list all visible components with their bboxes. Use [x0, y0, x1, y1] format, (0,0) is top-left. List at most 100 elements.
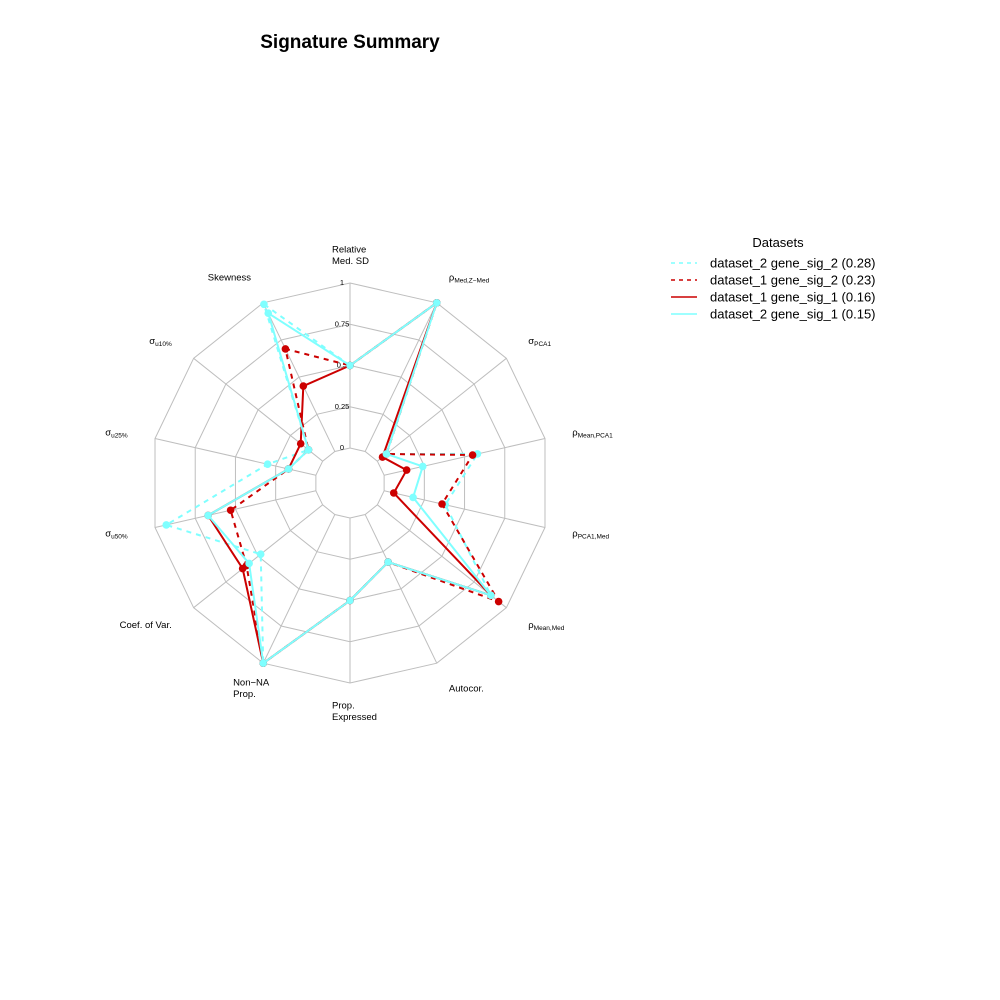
legend-title: Datasets — [752, 235, 804, 250]
series-point — [299, 382, 308, 390]
legend: Datasets dataset_2 gene_sig_2 (0.28)data… — [671, 235, 876, 322]
series-point — [162, 521, 171, 529]
axis-spoke — [154, 490, 316, 528]
axis-label: σu25% — [105, 427, 128, 439]
series-point — [263, 460, 272, 468]
radial-tick-label: 1 — [340, 278, 344, 287]
axis-label-subscript: u50% — [111, 534, 128, 541]
series-point — [304, 446, 313, 454]
axis-spoke — [377, 357, 507, 462]
axis-label-subscript: Med,Z−Med — [454, 278, 489, 285]
svg-text:ρMed,Z−Med: ρMed,Z−Med — [449, 273, 490, 285]
svg-text:σu10%: σu10% — [149, 336, 172, 348]
axis-label-symbol: ρ — [528, 620, 534, 631]
chart-title: Signature Summary — [260, 32, 440, 53]
series-point — [418, 462, 427, 471]
svg-text:σu50%: σu50% — [105, 529, 128, 541]
axis-label-symbol: σ — [105, 427, 111, 438]
series-point — [238, 564, 247, 573]
axis-label-symbol: σ — [149, 336, 155, 347]
series-point — [260, 300, 268, 309]
axis-label: Prop.Expressed — [332, 700, 377, 723]
series-0 — [162, 299, 495, 667]
axis-spoke — [262, 302, 336, 452]
axis-label-line: Autocor. — [449, 683, 484, 694]
legend-items: dataset_2 gene_sig_2 (0.28) dataset_1 gen… — [671, 256, 876, 322]
axis-spoke — [384, 438, 546, 476]
series-point — [409, 493, 417, 502]
axis-label: σu10% — [149, 336, 172, 348]
axis-label-line: Relative — [332, 244, 366, 255]
axis-spoke — [262, 514, 336, 664]
series-line — [207, 301, 492, 665]
series-point — [382, 450, 391, 458]
axis-label-symbol: ρ — [572, 427, 578, 438]
series-point — [438, 500, 446, 508]
axis-label-symbol: σ — [528, 336, 534, 347]
series-point — [389, 489, 398, 497]
radial-tick-label: 0.25 — [335, 402, 350, 411]
axis-label-subscript: Mean,Med — [534, 625, 565, 632]
axis-spoke — [377, 504, 507, 609]
radial-tick-label: 0.75 — [335, 319, 350, 328]
axis-label: Skewness — [208, 273, 252, 284]
svg-text:ρPCA1,Med: ρPCA1,Med — [572, 529, 609, 541]
axis-label-line: Prop. — [233, 689, 256, 700]
series-point — [346, 361, 354, 370]
series-2 — [204, 299, 495, 667]
series-line — [165, 301, 492, 665]
series-layer — [162, 299, 503, 667]
legend-label: dataset_1 gene_sig_2 (0.23) — [710, 273, 876, 288]
series-point — [264, 309, 273, 318]
axis-spoke — [364, 514, 438, 664]
axis-label-subscript: u10% — [155, 341, 172, 348]
axis-label-line: Expressed — [332, 712, 377, 723]
radar-grid — [154, 282, 546, 684]
series-point — [204, 511, 212, 520]
axis-label: ρMean,PCA1 — [572, 427, 613, 439]
axis-label-subscript: PCA1 — [534, 341, 551, 348]
series-point — [432, 299, 441, 307]
axis-label: Coef. of Var. — [120, 620, 172, 631]
series-point — [284, 465, 293, 473]
axis-label-symbol: σ — [105, 529, 111, 540]
series-3 — [204, 299, 495, 667]
series-point — [226, 506, 235, 515]
axis-label-line: Non−NA — [233, 678, 270, 689]
series-point — [468, 451, 477, 459]
axis-label: σu50% — [105, 529, 128, 541]
legend-label: dataset_2 gene_sig_1 (0.15) — [710, 307, 876, 322]
series-point — [256, 550, 265, 559]
series-point — [259, 659, 268, 667]
axis-label: ρPCA1,Med — [572, 529, 609, 541]
axis-label-subscript: PCA1,Med — [578, 534, 610, 541]
axis-label: σPCA1 — [528, 336, 551, 348]
svg-text:σPCA1: σPCA1 — [528, 336, 551, 348]
svg-text:σu25%: σu25% — [105, 427, 128, 439]
series-point — [384, 558, 392, 566]
axis-label-symbol: ρ — [449, 273, 455, 284]
svg-text:ρMean,Med: ρMean,Med — [528, 620, 565, 632]
series-point — [402, 466, 411, 474]
radial-tick-label: 0.5 — [337, 361, 347, 370]
axis-label-subscript: Mean,PCA1 — [578, 432, 613, 439]
axis-label-line: Prop. — [332, 700, 355, 711]
radial-tick-labels: 0 0.25 0.5 0.75 1 — [335, 278, 350, 452]
axis-label: ρMed,Z−Med — [449, 273, 490, 285]
axis-label-symbol: ρ — [572, 529, 578, 540]
axis-label-subscript: u25% — [111, 432, 128, 439]
series-point — [245, 559, 253, 568]
series-point — [494, 597, 503, 606]
series-point — [281, 345, 290, 353]
axis-label-line: Skewness — [208, 273, 252, 284]
radial-tick-label: 0 — [340, 443, 344, 452]
svg-text:ρMean,PCA1: ρMean,PCA1 — [572, 427, 613, 439]
series-point — [487, 591, 495, 600]
axis-label-line: Med. SD — [332, 256, 369, 267]
axis-spoke — [364, 302, 438, 452]
grid-ring — [315, 447, 385, 519]
